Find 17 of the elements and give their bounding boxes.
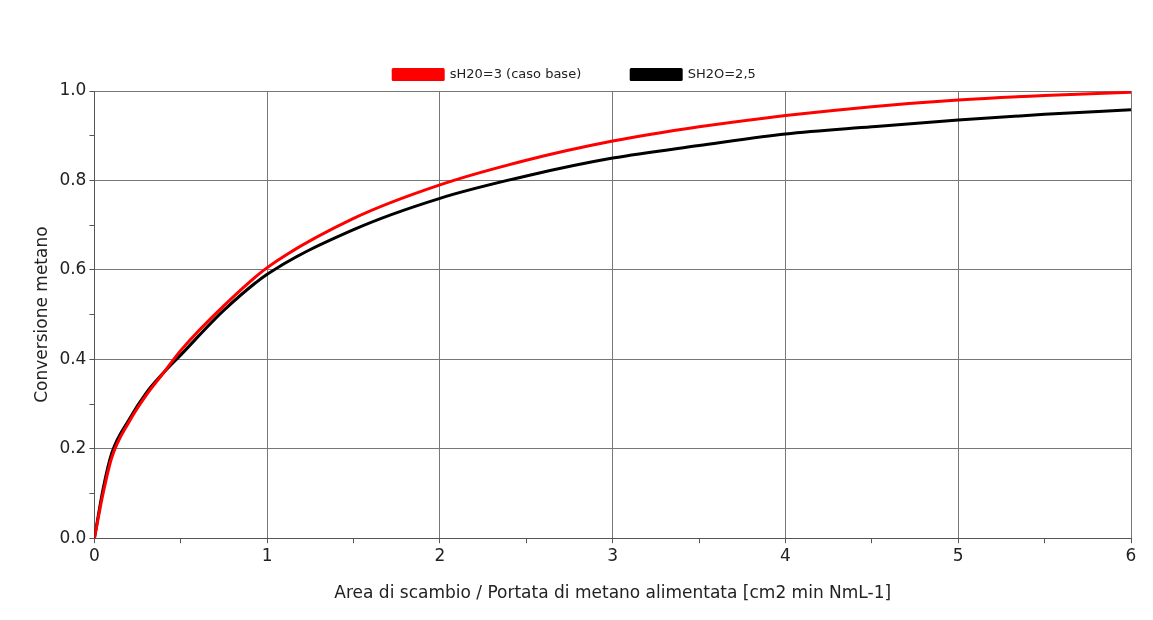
x-tick-label: 4 [780, 544, 791, 565]
x-tick-label: 1 [261, 544, 273, 565]
y-tick-label: 1.0 [59, 79, 87, 100]
y-tick-label: 0.0 [59, 526, 87, 547]
x-tick-label: 5 [952, 544, 964, 565]
y-axis-title: Conversione metano [30, 226, 51, 403]
y-tick-label: 0.4 [59, 347, 87, 368]
x-tick-label: 3 [607, 544, 619, 565]
legend-label: sH20=3 (caso base) [449, 65, 582, 81]
y-tick-label: 0.6 [59, 258, 87, 279]
x-tick-label: 2 [434, 544, 446, 565]
x-axis-title: Area di scambio / Portata di metano alimentata [cm2 min NmL-1] [334, 582, 892, 603]
x-tick-label: 0 [89, 544, 100, 565]
y-tick-label: 0.8 [59, 168, 87, 189]
y-tick-label: 0.2 [59, 437, 87, 458]
legend-label: SH2O=2,5 [687, 65, 756, 81]
x-tick-label: 6 [1125, 544, 1137, 565]
